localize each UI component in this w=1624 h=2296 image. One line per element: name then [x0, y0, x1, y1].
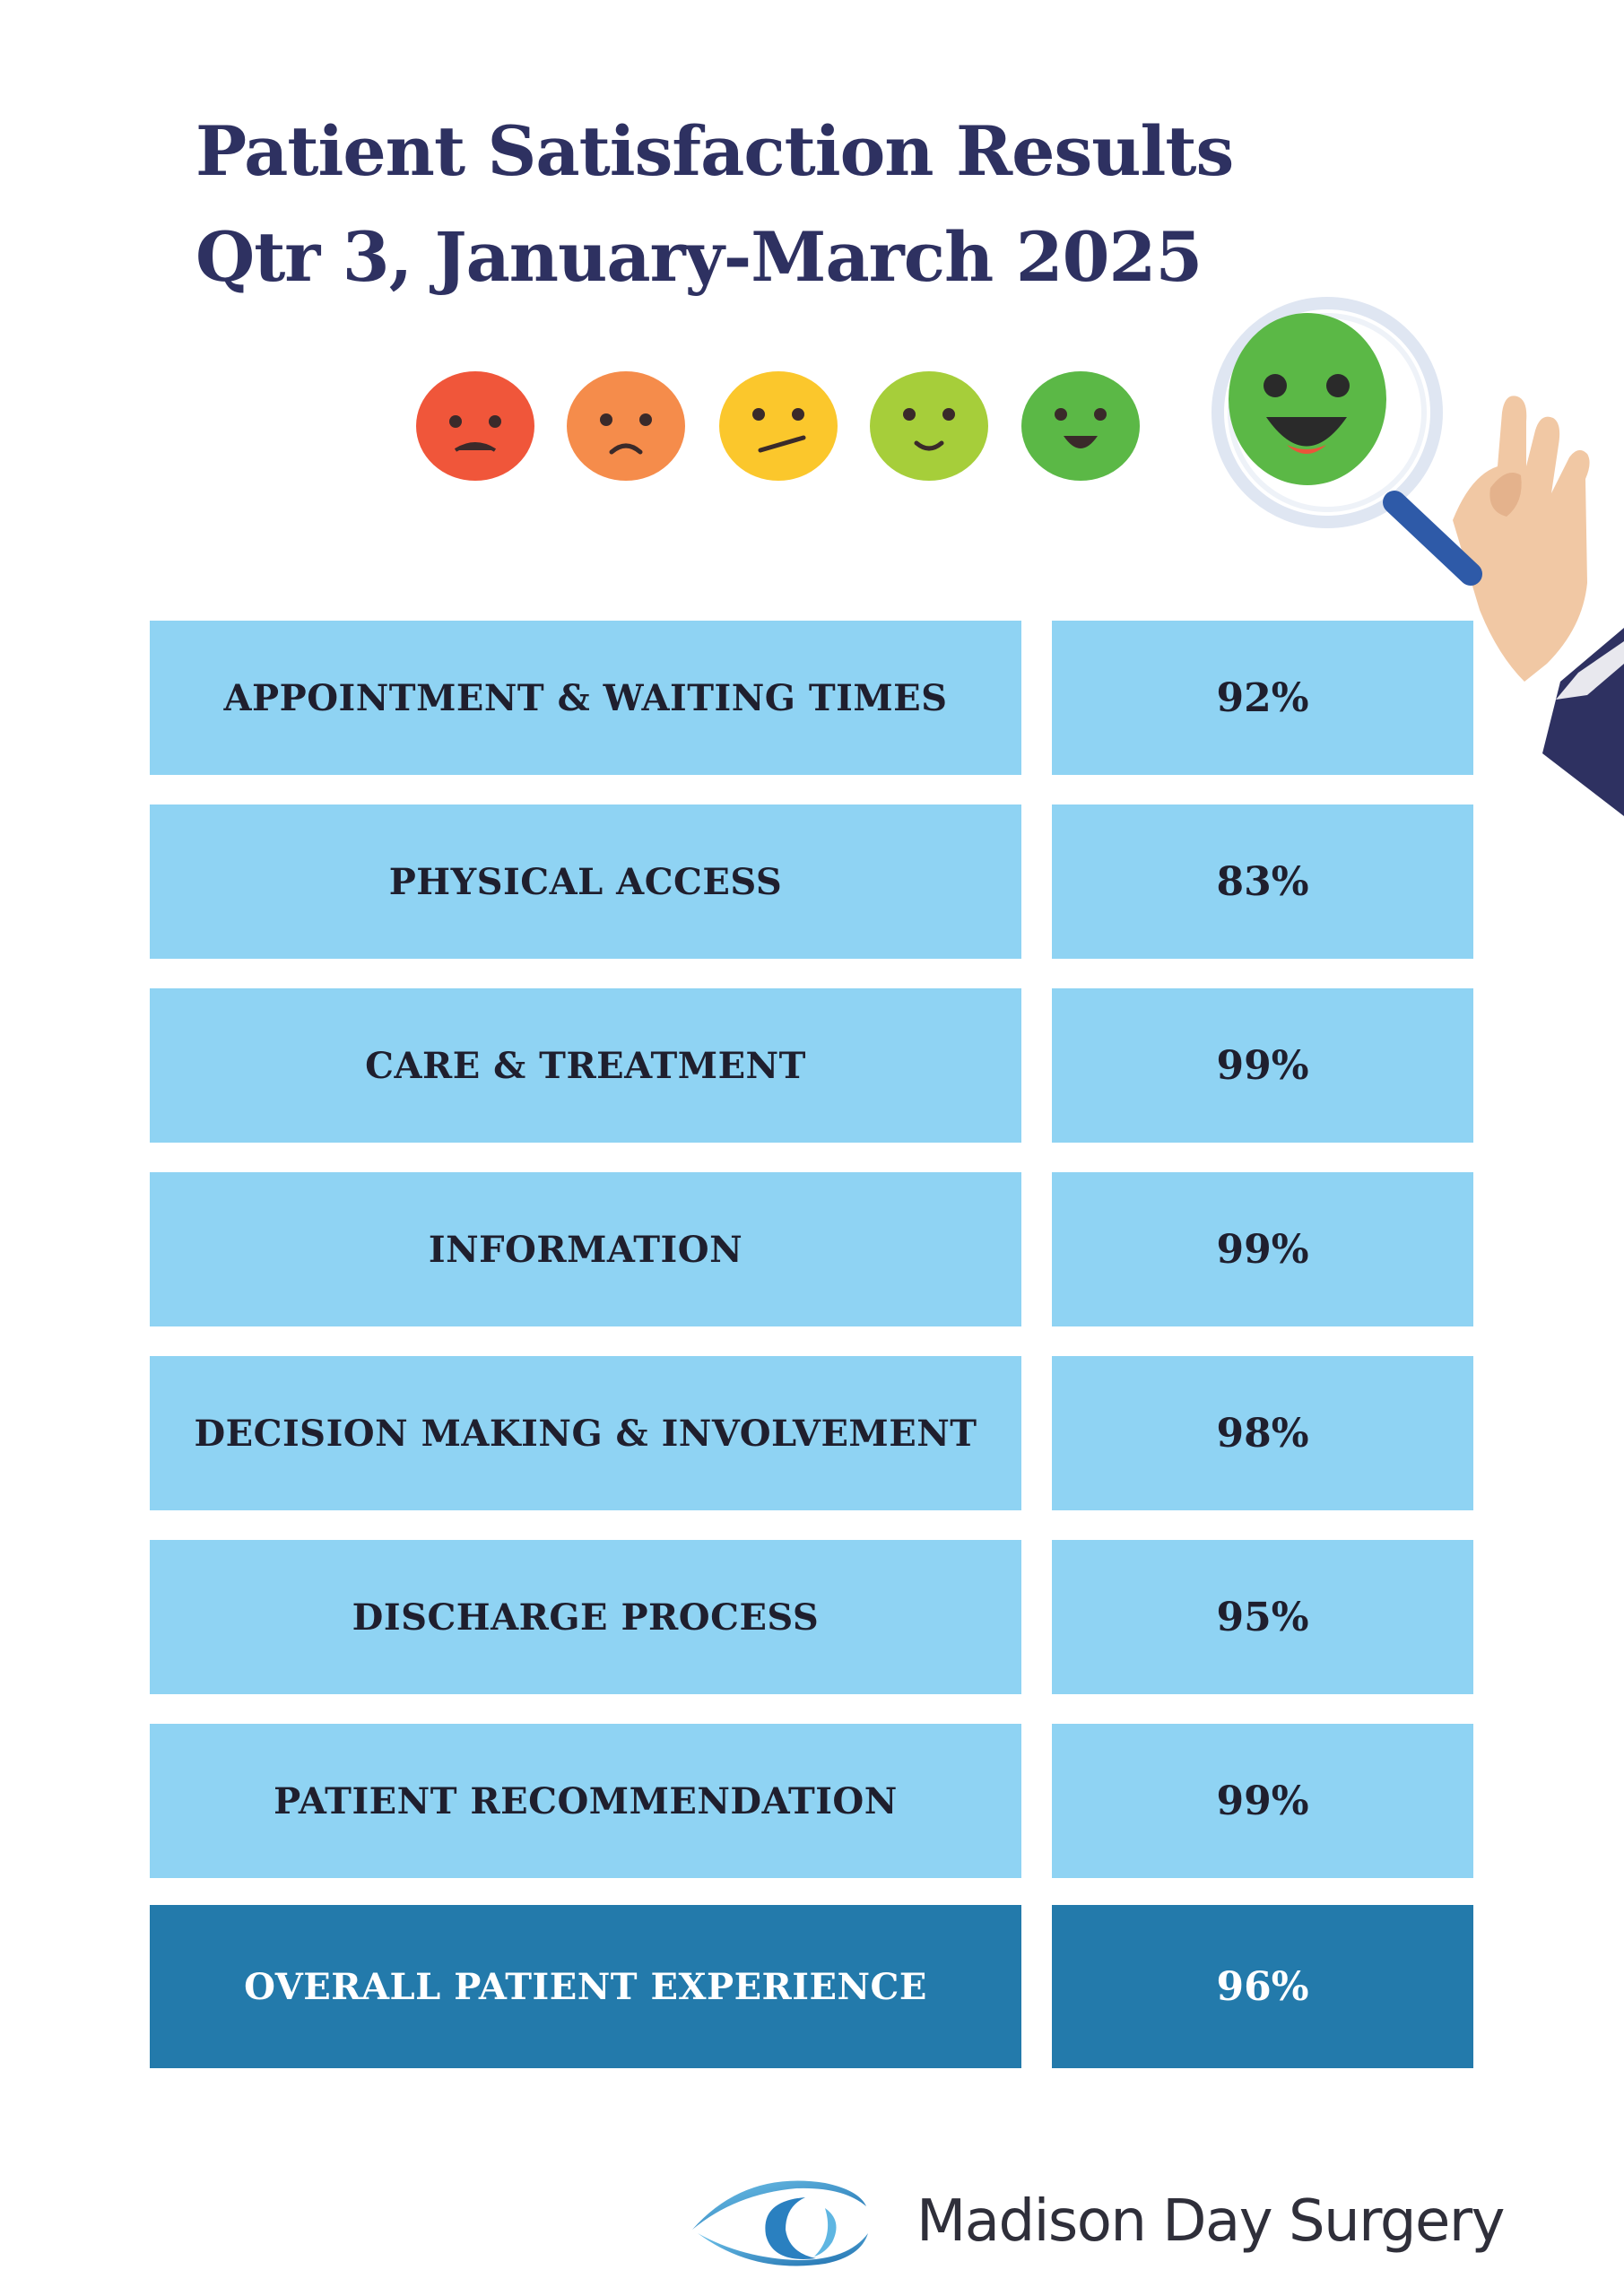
very-unhappy-face-icon [416, 371, 534, 481]
neutral-face-icon [719, 371, 838, 481]
result-label: APPOINTMENT & WAITING TIMES [150, 621, 1021, 775]
happy-face-icon [1021, 371, 1140, 481]
result-label: DISCHARGE PROCESS [150, 1540, 1021, 1694]
results-table: APPOINTMENT & WAITING TIMES 92% PHYSICAL… [150, 621, 1473, 2068]
eye-logo-icon [692, 2180, 868, 2266]
result-label: PHYSICAL ACCESS [150, 804, 1021, 959]
result-value: 99% [1052, 1724, 1473, 1878]
result-value: 98% [1052, 1356, 1473, 1510]
result-value: 95% [1052, 1540, 1473, 1694]
title-line-2: Qtr 3, January-March 2025 [195, 217, 1203, 297]
overall-label: OVERALL PATIENT EXPERIENCE [150, 1905, 1021, 2068]
brand-name: Madison Day Surgery [916, 2188, 1506, 2255]
result-label: DECISION MAKING & INVOLVEMENT [150, 1356, 1021, 1510]
content-face-icon [870, 371, 988, 481]
result-value: 99% [1052, 1172, 1473, 1326]
title-line-1: Patient Satisfaction Results [195, 111, 1234, 191]
page-title: Patient Satisfaction Results Qtr 3, Janu… [195, 99, 1234, 310]
result-value: 83% [1052, 804, 1473, 959]
result-value: 92% [1052, 621, 1473, 775]
overall-value: 96% [1052, 1905, 1473, 2068]
magnifying-glass-happy-face-icon [1211, 297, 1624, 816]
result-label: PATIENT RECOMMENDATION [150, 1724, 1021, 1878]
unhappy-face-icon [567, 371, 685, 481]
rating-faces [416, 371, 1140, 481]
result-value: 99% [1052, 988, 1473, 1143]
result-label: INFORMATION [150, 1172, 1021, 1326]
result-label: CARE & TREATMENT [150, 988, 1021, 1143]
